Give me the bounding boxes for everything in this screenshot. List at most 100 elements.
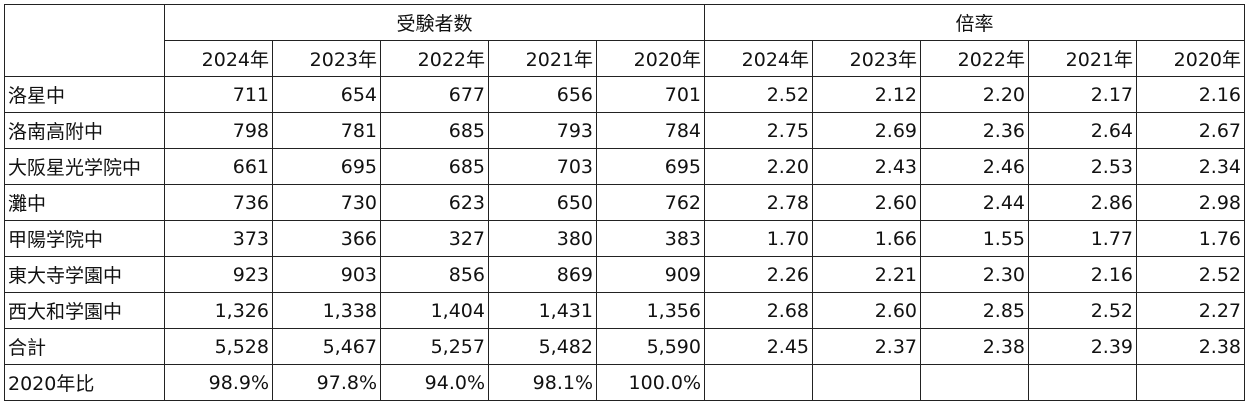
cell: 654 — [272, 76, 381, 113]
cell: 2.52 — [1136, 256, 1245, 293]
cell: 100.0% — [596, 364, 705, 401]
cell: 2.68 — [704, 292, 813, 329]
cell: 2.45 — [704, 328, 813, 365]
cell: 650 — [488, 184, 597, 221]
cell: 2.43 — [812, 148, 921, 185]
year-header: 2020年 — [1136, 40, 1245, 77]
cell: 1.77 — [1028, 220, 1137, 257]
cell: 94.0% — [380, 364, 489, 401]
cell: 2.52 — [1028, 292, 1137, 329]
cell: 366 — [272, 220, 381, 257]
group-header: 受験者数 — [164, 4, 705, 41]
cell: 2.26 — [704, 256, 813, 293]
cell: 2.52 — [704, 76, 813, 113]
cell: 5,467 — [272, 328, 381, 365]
cell: 1.55 — [920, 220, 1029, 257]
cell: 2.53 — [1028, 148, 1137, 185]
cell: 2.27 — [1136, 292, 1245, 329]
cell: 1,431 — [488, 292, 597, 329]
cell: 383 — [596, 220, 705, 257]
cell: 2.67 — [1136, 112, 1245, 149]
cell: 661 — [164, 148, 273, 185]
year-header: 2023年 — [812, 40, 921, 77]
cell: 373 — [164, 220, 273, 257]
row-label: 東大寺学園中 — [4, 256, 165, 293]
cell: 2.85 — [920, 292, 1029, 329]
cell: 2.60 — [812, 292, 921, 329]
cell: 327 — [380, 220, 489, 257]
empty-cell — [704, 364, 813, 401]
cell: 2.16 — [1028, 256, 1137, 293]
data-row: 西大和学園中 1,326 1,338 1,404 1,431 1,356 2.68 2.60 2… — [4, 292, 1245, 329]
cell: 677 — [380, 76, 489, 113]
cell: 97.8% — [272, 364, 381, 401]
group-header: 倍率 — [704, 4, 1245, 41]
cell: 2.98 — [1136, 184, 1245, 221]
cell: 701 — [596, 76, 705, 113]
cell: 1.70 — [704, 220, 813, 257]
cell: 923 — [164, 256, 273, 293]
cell: 703 — [488, 148, 597, 185]
cell: 2.86 — [1028, 184, 1137, 221]
cell: 909 — [596, 256, 705, 293]
cell: 656 — [488, 76, 597, 113]
row-label: 洛星中 — [4, 76, 165, 113]
empty-cell — [1136, 364, 1245, 401]
cell: 762 — [596, 184, 705, 221]
cell: 784 — [596, 112, 705, 149]
empty-cell — [920, 364, 1029, 401]
cell: 2.39 — [1028, 328, 1137, 365]
cell: 5,257 — [380, 328, 489, 365]
data-row: 東大寺学園中 923 903 856 869 909 2.26 2.21 2.30 2.16 2.5… — [4, 256, 1245, 293]
cell: 98.9% — [164, 364, 273, 401]
cell: 1,338 — [272, 292, 381, 329]
data-row: 大阪星光学院中 661 695 685 703 695 2.20 2.43 2.46 2.53 2.… — [4, 148, 1245, 185]
row-label: 甲陽学院中 — [4, 220, 165, 257]
cell: 2.75 — [704, 112, 813, 149]
cell: 98.1% — [488, 364, 597, 401]
year-header: 2023年 — [272, 40, 381, 77]
year-header: 2021年 — [1028, 40, 1137, 77]
row-label: 西大和学園中 — [4, 292, 165, 329]
cell: 736 — [164, 184, 273, 221]
cell: 2.34 — [1136, 148, 1245, 185]
cell: 2.44 — [920, 184, 1029, 221]
cell: 695 — [596, 148, 705, 185]
cell: 1,404 — [380, 292, 489, 329]
cell: 685 — [380, 112, 489, 149]
data-row: 洛南高附中 798 781 685 793 784 2.75 2.69 2.36 2.64 2.67 — [4, 112, 1245, 149]
cell: 903 — [272, 256, 381, 293]
data-row: 甲陽学院中 373 366 327 380 383 1.70 1.66 1.55 1.77 1.76 — [4, 220, 1245, 257]
cell: 695 — [272, 148, 381, 185]
cell: 2.69 — [812, 112, 921, 149]
cell: 2.30 — [920, 256, 1029, 293]
cell: 1,356 — [596, 292, 705, 329]
cell: 2.20 — [704, 148, 813, 185]
cell: 869 — [488, 256, 597, 293]
cell: 5,482 — [488, 328, 597, 365]
year-header: 2020年 — [596, 40, 705, 77]
cell: 2.12 — [812, 76, 921, 113]
cell: 711 — [164, 76, 273, 113]
cell: 2.36 — [920, 112, 1029, 149]
cell: 2.46 — [920, 148, 1029, 185]
cell: 2.17 — [1028, 76, 1137, 113]
cell: 1,326 — [164, 292, 273, 329]
year-header: 2022年 — [920, 40, 1029, 77]
cell: 1.66 — [812, 220, 921, 257]
row-label: 2020年比 — [4, 364, 165, 401]
cell: 1.76 — [1136, 220, 1245, 257]
year-header: 2024年 — [704, 40, 813, 77]
year-header: 2022年 — [380, 40, 489, 77]
empty-cell — [812, 364, 921, 401]
data-row: 2020年比 98.9% 97.8% 94.0% 98.1% 100.0% — [4, 364, 1245, 401]
cell: 380 — [488, 220, 597, 257]
row-label: 大阪星光学院中 — [4, 148, 165, 185]
cell: 793 — [488, 112, 597, 149]
data-row: 洛星中 711 654 677 656 701 2.52 2.12 2.20 2.17 2.16 — [4, 76, 1245, 113]
cell: 2.37 — [812, 328, 921, 365]
data-row: 合計 5,528 5,467 5,257 5,482 5,590 2.45 2.37 2.38 2… — [4, 328, 1245, 365]
table-body: 受験者数 倍率 2024年 2023年 2022年 2021年 2020年 2024年 2023… — [4, 4, 1245, 401]
cell: 623 — [380, 184, 489, 221]
cell: 5,528 — [164, 328, 273, 365]
